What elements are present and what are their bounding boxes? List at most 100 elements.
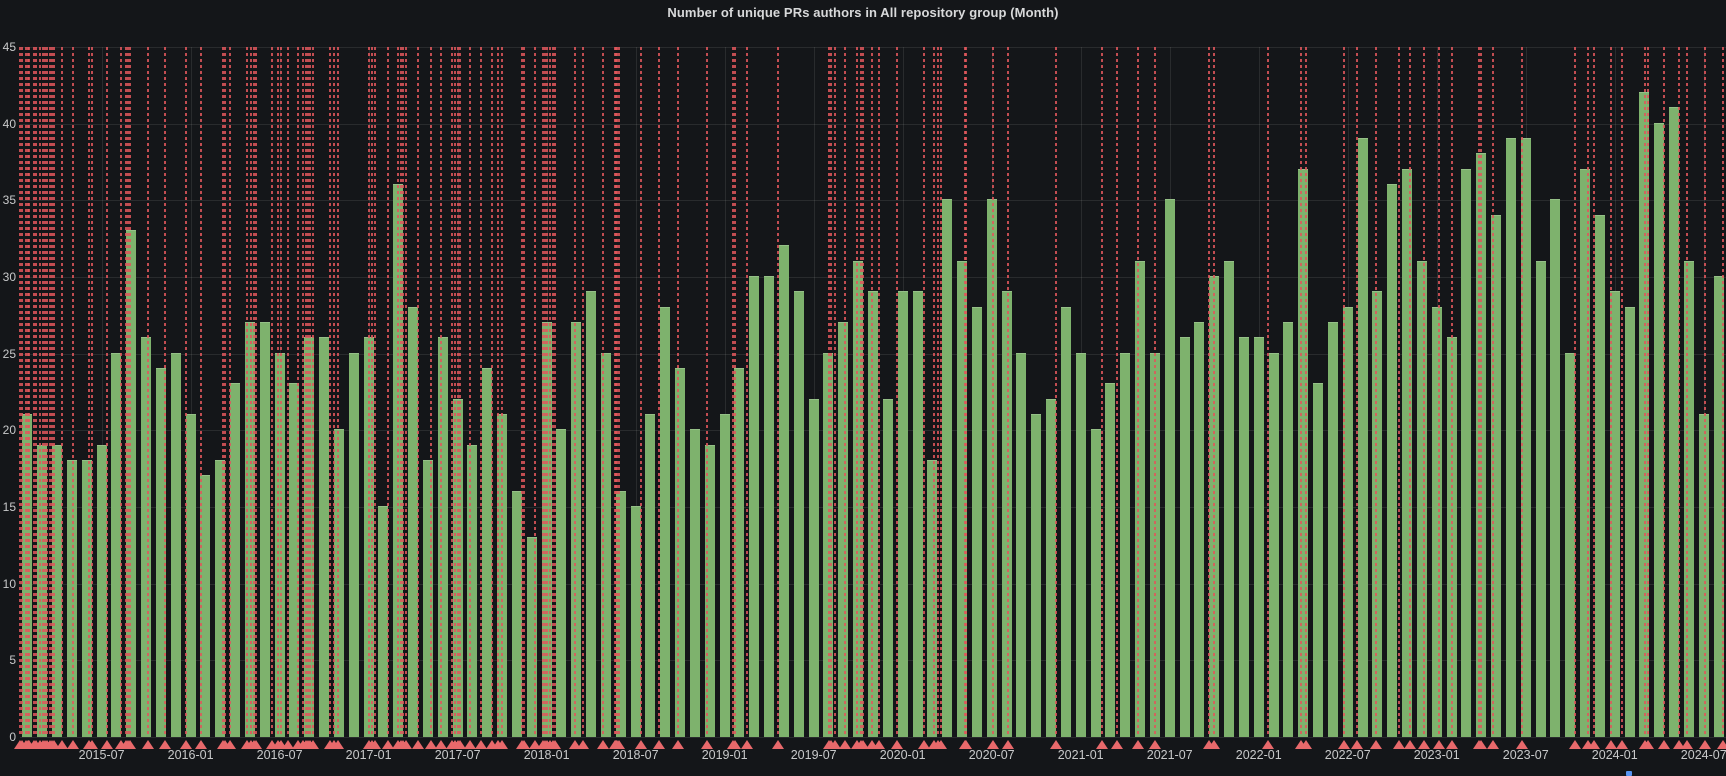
- annotation-marker[interactable]: [1605, 740, 1618, 749]
- annotation-marker[interactable]: [529, 740, 542, 749]
- annotation-marker[interactable]: [224, 740, 236, 749]
- bar[interactable]: [734, 368, 745, 737]
- annotation-marker[interactable]: [1446, 740, 1459, 749]
- annotation-marker[interactable]: [275, 740, 288, 749]
- annotation-marker[interactable]: [918, 740, 930, 749]
- bar[interactable]: [704, 444, 715, 737]
- bar[interactable]: [1135, 260, 1146, 737]
- bar[interactable]: [111, 352, 122, 737]
- bar[interactable]: [141, 337, 152, 737]
- bar[interactable]: [1075, 352, 1086, 737]
- annotation-marker[interactable]: [1208, 740, 1221, 749]
- annotation-marker[interactable]: [634, 740, 647, 749]
- annotation-marker[interactable]: [412, 740, 424, 749]
- annotation-marker[interactable]: [141, 740, 154, 749]
- bar[interactable]: [1016, 352, 1027, 737]
- bar[interactable]: [1580, 168, 1591, 737]
- bar[interactable]: [1594, 214, 1605, 737]
- bar[interactable]: [1327, 322, 1338, 737]
- bar[interactable]: [660, 306, 671, 737]
- bar[interactable]: [319, 337, 330, 737]
- bar[interactable]: [615, 490, 626, 737]
- bar[interactable]: [793, 291, 804, 737]
- bar[interactable]: [1431, 306, 1442, 737]
- annotation-marker[interactable]: [935, 740, 948, 749]
- bar[interactable]: [927, 460, 938, 737]
- bar[interactable]: [230, 383, 241, 737]
- annotation-marker[interactable]: [101, 740, 113, 749]
- bar[interactable]: [1224, 260, 1235, 737]
- bar[interactable]: [1416, 260, 1427, 737]
- bar[interactable]: [1283, 322, 1294, 737]
- bar[interactable]: [1698, 414, 1709, 737]
- plot-area[interactable]: [19, 47, 1726, 738]
- bar[interactable]: [1179, 337, 1190, 737]
- bar[interactable]: [1253, 337, 1264, 737]
- bar[interactable]: [378, 506, 389, 737]
- bar[interactable]: [749, 276, 760, 737]
- annotation-marker[interactable]: [400, 740, 413, 749]
- annotation-marker[interactable]: [369, 740, 382, 749]
- bar[interactable]: [838, 322, 849, 737]
- bar[interactable]: [1550, 199, 1561, 737]
- bar[interactable]: [600, 352, 611, 737]
- bar[interactable]: [1402, 168, 1413, 737]
- bar[interactable]: [586, 291, 597, 737]
- annotation-marker[interactable]: [612, 740, 625, 749]
- bar[interactable]: [1031, 414, 1042, 737]
- bar[interactable]: [437, 337, 448, 737]
- annotation-marker[interactable]: [549, 740, 561, 749]
- bar[interactable]: [1654, 122, 1665, 737]
- annotation-marker[interactable]: [596, 740, 609, 749]
- bar[interactable]: [1060, 306, 1071, 737]
- annotation-marker[interactable]: [701, 740, 713, 749]
- bar[interactable]: [1713, 276, 1724, 737]
- annotation-marker[interactable]: [839, 740, 852, 749]
- annotation-marker[interactable]: [249, 740, 262, 749]
- annotation-marker[interactable]: [1515, 740, 1528, 749]
- annotation-marker[interactable]: [865, 740, 878, 749]
- bar[interactable]: [1505, 138, 1516, 737]
- bar[interactable]: [408, 306, 419, 737]
- annotation-marker[interactable]: [1350, 740, 1363, 749]
- bar[interactable]: [1164, 199, 1175, 737]
- annotation-marker[interactable]: [381, 740, 394, 749]
- bar[interactable]: [96, 444, 107, 737]
- annotation-marker[interactable]: [1299, 740, 1312, 749]
- bar[interactable]: [1268, 352, 1279, 737]
- bar[interactable]: [1001, 291, 1012, 737]
- bar[interactable]: [1565, 352, 1576, 737]
- annotation-marker[interactable]: [1475, 740, 1488, 749]
- bar[interactable]: [853, 260, 864, 737]
- bar[interactable]: [422, 460, 433, 737]
- bar[interactable]: [986, 199, 997, 737]
- annotation-marker[interactable]: [1404, 740, 1417, 749]
- annotation-marker[interactable]: [959, 740, 972, 749]
- annotation-marker[interactable]: [1369, 740, 1382, 749]
- annotation-marker[interactable]: [47, 740, 60, 749]
- bar[interactable]: [630, 506, 641, 737]
- bar[interactable]: [81, 460, 92, 737]
- annotation-marker[interactable]: [1433, 740, 1446, 749]
- bar[interactable]: [348, 352, 359, 737]
- annotation-marker[interactable]: [872, 740, 885, 749]
- bar[interactable]: [289, 383, 300, 737]
- bar[interactable]: [882, 398, 893, 737]
- annotation-marker[interactable]: [1716, 740, 1726, 749]
- annotation-marker[interactable]: [453, 740, 466, 749]
- bar[interactable]: [1669, 107, 1680, 737]
- annotation-marker[interactable]: [672, 740, 684, 749]
- bar[interactable]: [556, 429, 567, 737]
- annotation-marker[interactable]: [1699, 740, 1712, 749]
- annotation-marker[interactable]: [1050, 740, 1063, 749]
- bar[interactable]: [215, 460, 226, 737]
- bar[interactable]: [1313, 383, 1324, 737]
- bar[interactable]: [1342, 306, 1353, 737]
- bar[interactable]: [126, 230, 137, 737]
- annotation-marker[interactable]: [464, 740, 477, 749]
- bar[interactable]: [526, 536, 537, 737]
- annotation-marker[interactable]: [1615, 740, 1628, 749]
- bar[interactable]: [1357, 138, 1368, 737]
- annotation-marker[interactable]: [653, 740, 666, 749]
- annotation-marker[interactable]: [828, 740, 841, 749]
